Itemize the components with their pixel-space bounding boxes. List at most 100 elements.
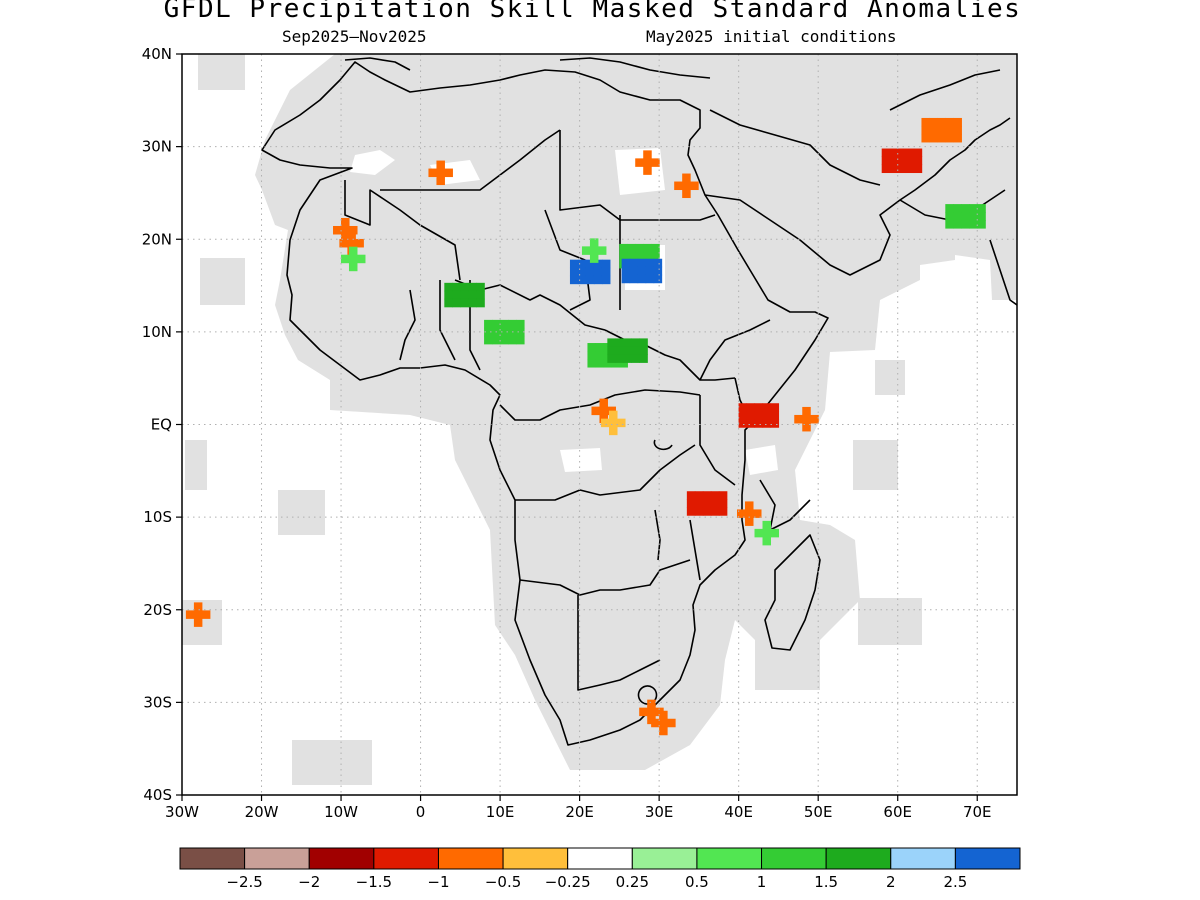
anomaly-cell — [339, 238, 348, 248]
anomaly-cell — [905, 156, 915, 166]
anomaly-cell — [569, 259, 579, 269]
anomaly-cell — [881, 164, 891, 174]
anomaly-cell — [601, 418, 610, 428]
anomaly-cell — [621, 274, 631, 284]
anomaly-cell — [905, 164, 915, 174]
anomaly-cell — [929, 133, 938, 143]
anomaly-cell — [599, 406, 608, 416]
anomaly-cell — [674, 181, 683, 191]
anomaly-cell — [193, 618, 203, 627]
anomaly-cell — [460, 290, 469, 300]
anomaly-cell — [762, 528, 771, 538]
anomaly-cell — [710, 491, 720, 500]
anomaly-cell — [629, 266, 639, 276]
anomaly-cell — [500, 327, 509, 337]
anomaly-cell — [889, 164, 899, 174]
lat-tick-label: 10S — [143, 508, 172, 526]
lat-tick-label: EQ — [151, 416, 172, 434]
anomaly-cell — [651, 251, 660, 261]
anomaly-cell — [347, 230, 356, 240]
legend-swatch — [631, 847, 698, 870]
anomaly-cell — [569, 267, 579, 277]
anomaly-cell — [468, 298, 477, 308]
anomaly-cell — [436, 168, 445, 178]
anomaly-cell — [937, 133, 946, 143]
legend-label: 2 — [886, 873, 896, 891]
color-legend: −2.5 −2 −1.5 −1 −0.5 −0.25 0.25 0.5 1 1.5 2 2.5 — [179, 847, 1021, 891]
anomaly-cell — [913, 164, 923, 174]
anomaly-cell — [635, 158, 644, 167]
anomaly-cell — [921, 117, 930, 127]
forecast-period: Sep2025–Nov2025 — [282, 27, 427, 46]
anomaly-cell — [444, 282, 453, 292]
anomaly-cell — [667, 718, 676, 728]
anomaly-cell — [738, 419, 748, 428]
anomaly-cell — [929, 125, 938, 135]
anomaly-cell — [508, 335, 517, 345]
anomaly-cell — [629, 258, 639, 268]
anomaly-cell — [635, 243, 644, 253]
anomaly-cell — [593, 259, 603, 269]
anomaly-cell — [645, 274, 655, 284]
legend-swatch — [308, 847, 375, 870]
anomaly-cell — [627, 243, 636, 253]
anomaly-cell — [746, 403, 756, 412]
anomaly-cell — [597, 246, 607, 255]
lat-tick-label: 30N — [142, 138, 172, 156]
anomaly-cell — [881, 148, 891, 158]
anomaly-cell — [492, 319, 501, 329]
anomaly-cell — [645, 258, 655, 268]
anomaly-cell — [356, 254, 366, 264]
anomaly-cell — [754, 419, 764, 428]
anomaly-cell — [635, 251, 644, 261]
anomaly-cell — [444, 168, 453, 178]
anomaly-cell — [468, 282, 477, 292]
anomaly-cell — [969, 212, 978, 221]
anomaly-cell — [452, 282, 461, 292]
anomaly-cell — [615, 338, 624, 347]
anomaly-cell — [977, 204, 986, 213]
lon-tick-label: 10W — [324, 803, 358, 821]
anomaly-cell — [500, 319, 509, 329]
anomaly-cell — [754, 403, 764, 412]
anomaly-cell — [637, 266, 647, 276]
anomaly-cell — [643, 150, 652, 159]
anomaly-cell — [639, 354, 648, 363]
anomaly-cell — [585, 275, 595, 285]
anomaly-cell — [637, 258, 647, 268]
anomaly-cell — [802, 422, 811, 432]
anomaly-cell — [603, 359, 612, 368]
lon-tick-label: 0 — [416, 803, 426, 821]
anomaly-cell — [436, 176, 445, 186]
anomaly-cell — [348, 254, 358, 264]
anomaly-cell — [492, 335, 501, 345]
anomaly-cell — [645, 266, 655, 276]
anomaly-cell — [508, 319, 517, 329]
anomaly-cell — [627, 251, 636, 261]
anomaly-cell — [444, 290, 453, 300]
anomaly-cell — [961, 204, 970, 213]
chart-title: GFDL Precipitation Skill Masked Standard… — [163, 0, 1022, 24]
anomaly-cell — [623, 346, 632, 355]
anomaly-cell — [659, 718, 668, 728]
anomaly-cell — [607, 354, 616, 363]
lat-tick-label: 20N — [142, 230, 172, 248]
anomaly-cell — [621, 258, 631, 268]
anomaly-cell — [702, 491, 712, 500]
anomaly-cell — [348, 246, 358, 256]
anomaly-cell — [569, 275, 579, 285]
anomaly-cell — [193, 602, 203, 611]
anomaly-cell — [682, 181, 691, 191]
anomaly-cell — [647, 707, 656, 717]
anomaly-cell — [651, 718, 660, 728]
anomaly-cell — [615, 354, 624, 363]
anomaly-cell — [694, 507, 704, 516]
anomaly-cell — [436, 160, 445, 170]
anomaly-cell — [945, 204, 954, 213]
anomaly-cell — [619, 251, 628, 261]
anomaly-cell — [593, 275, 603, 285]
anomaly-cell — [500, 335, 509, 345]
legend-swatch — [696, 847, 763, 870]
lat-tick-label: 10N — [142, 323, 172, 341]
anomaly-cell — [193, 610, 203, 619]
